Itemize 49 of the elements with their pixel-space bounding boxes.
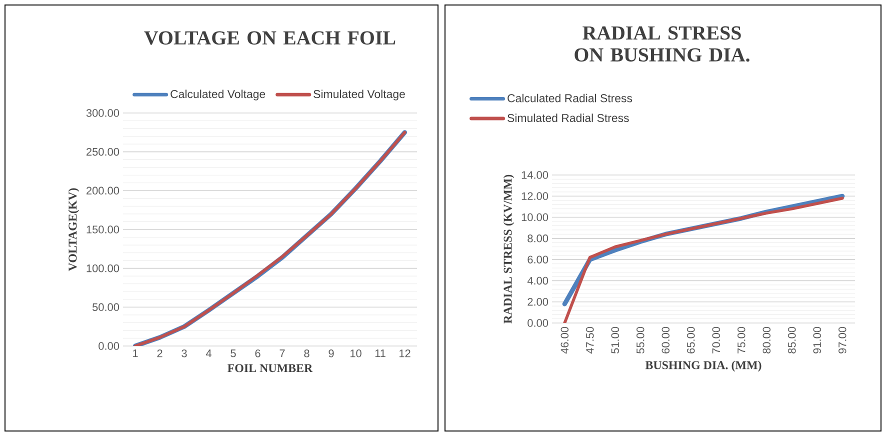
legend-label: Calculated Radial Stress: [508, 94, 632, 102]
x-tick-label: 55.00: [636, 326, 644, 354]
x-tick-label: 65.00: [687, 326, 695, 354]
chart-title: VOLTAGE ON EACH FOIL: [144, 31, 396, 45]
x-tick-label: 11: [375, 350, 386, 358]
y-axis-title: RADIAL STRESS (KV/MM): [503, 174, 514, 324]
y-tick-label: 4.00: [527, 276, 548, 285]
y-tick-label: 12.00: [522, 192, 548, 200]
x-tick-label: 4: [206, 350, 212, 358]
x-tick-label: 5: [230, 350, 236, 358]
x-tick-label: 12: [399, 350, 410, 358]
x-tick-label: 1: [133, 350, 138, 358]
x-tick-label: 97.00: [838, 326, 846, 354]
chart-title: RADIAL STRESS ON BUSHING DIA.: [574, 26, 750, 62]
x-tick-label: 51.00: [611, 326, 620, 354]
y-tick-label: 200.00: [86, 186, 120, 195]
x-tick-label: 3: [182, 350, 187, 358]
y-tick-label: 2.00: [528, 298, 548, 306]
x-axis-title: FOIL NUMBER: [228, 364, 313, 372]
x-tick-label: 70.00: [712, 326, 720, 354]
y-tick-label: 10.00: [522, 213, 548, 222]
x-tick-label: 80.00: [762, 326, 771, 354]
x-tick-label: 47.50: [586, 326, 594, 354]
y-tick-label: 0.00: [98, 342, 120, 350]
y-tick-label: 250.00: [86, 148, 120, 156]
x-tick-label: 2: [157, 350, 162, 358]
y-tick-label: 8.00: [528, 234, 548, 242]
legend-label: Calculated Voltage: [170, 90, 266, 100]
x-tick-label: 85.00: [788, 326, 796, 354]
x-tick-label: 10: [350, 350, 362, 358]
y-axis-title: VOLTAGE(KV): [68, 188, 80, 272]
y-tick-label: 0.00: [528, 319, 548, 327]
x-tick-label: 91.00: [813, 326, 822, 354]
x-tick-label: 8: [304, 350, 310, 358]
legend-label: Simulated Radial Stress: [508, 114, 629, 122]
legend-label: Simulated Voltage: [314, 90, 405, 100]
y-tick-label: 50.00: [92, 303, 120, 312]
y-tick-label: 150.00: [86, 226, 120, 234]
y-tick-label: 14.00: [522, 171, 548, 179]
y-tick-label: 6.00: [528, 256, 548, 264]
x-tick-label: 60.00: [662, 326, 670, 354]
x-tick-label: 6: [255, 350, 260, 358]
y-tick-label: 300.00: [86, 109, 120, 117]
y-tick-label: 100.00: [86, 264, 120, 272]
x-tick-label: 9: [328, 350, 334, 358]
x-tick-label: 75.00: [738, 326, 746, 354]
x-tick-label: 46.00: [560, 326, 569, 354]
x-tick-label: 7: [280, 350, 285, 358]
x-axis-title: BUSHING DIA. (MM): [645, 360, 762, 372]
